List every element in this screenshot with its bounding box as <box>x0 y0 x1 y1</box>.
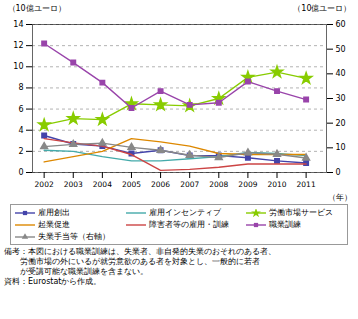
svg-text:20: 20 <box>336 119 346 128</box>
svg-text:2010: 2010 <box>267 180 286 189</box>
svg-text:2007: 2007 <box>180 180 199 189</box>
svg-text:2005: 2005 <box>122 180 141 189</box>
svg-text:2002: 2002 <box>35 180 54 189</box>
html-text:雇用創出: 雇用創出 <box>38 208 70 217</box>
svg-text:10: 10 <box>336 143 346 152</box>
svg-text:（10億ユーロ）: （10億ユーロ） <box>293 4 351 13</box>
svg-text:60: 60 <box>336 20 346 29</box>
svg-text:2003: 2003 <box>64 180 83 189</box>
svg-text:40: 40 <box>336 69 346 78</box>
html-text:職業訓練: 職業訓練 <box>268 220 301 229</box>
svg-text:（年）: （年） <box>328 193 352 202</box>
html-text:労働市場サービス: 労働市場サービス <box>268 208 333 217</box>
svg-text:2011: 2011 <box>297 180 316 189</box>
svg-text:2004: 2004 <box>93 180 112 189</box>
svg-text:2008: 2008 <box>209 180 228 189</box>
svg-text:4: 4 <box>18 126 23 135</box>
svg-text:0: 0 <box>336 168 341 177</box>
svg-text:2: 2 <box>18 147 23 156</box>
svg-text:6: 6 <box>18 105 23 114</box>
svg-text:10: 10 <box>13 62 23 71</box>
svg-text:30: 30 <box>336 94 346 103</box>
html-text:備考：本図における職業訓練は、失業者、非自発的失業のおそれの: 備考：本図における職業訓練は、失業者、非自発的失業のおそれのある者、 労働市場の… <box>4 247 276 286</box>
svg-text:14: 14 <box>13 20 23 29</box>
svg-text:8: 8 <box>18 83 23 92</box>
svg-text:2006: 2006 <box>151 180 170 189</box>
svg-text:12: 12 <box>13 41 23 50</box>
html-text:失業手当等（右軸）: 失業手当等（右軸） <box>38 232 110 241</box>
html-text:障害者等の雇用・訓練: 障害者等の雇用・訓練 <box>149 220 230 229</box>
svg-text:2009: 2009 <box>238 180 257 189</box>
html-text:雇用インセンティブ: 雇用インセンティブ <box>149 208 222 217</box>
svg-text:（10億ユーロ）: （10億ユーロ） <box>8 4 66 13</box>
svg-text:0: 0 <box>18 168 23 177</box>
html-text:起業促進: 起業促進 <box>38 220 70 229</box>
svg-text:50: 50 <box>336 45 346 54</box>
